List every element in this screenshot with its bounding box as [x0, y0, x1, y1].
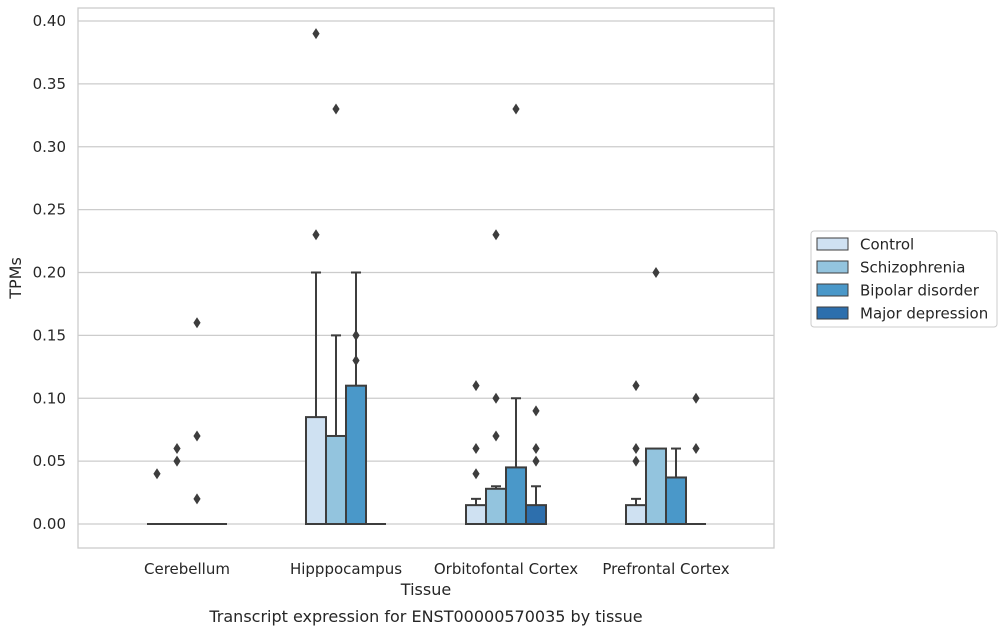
legend-swatch	[816, 237, 849, 251]
box-body	[625, 504, 647, 526]
legend-label: Bipolar disorder	[860, 282, 980, 300]
outlier-point	[472, 443, 480, 455]
legend-frame	[810, 230, 998, 328]
box-control	[305, 271, 327, 525]
y-tick-label: 0.00	[33, 515, 66, 533]
outlier-point	[173, 443, 181, 455]
box-body	[645, 447, 667, 525]
outlier-point	[632, 455, 640, 467]
y-tick-label: 0.10	[33, 389, 66, 407]
outlier-point	[692, 443, 700, 455]
outlier-point	[332, 103, 340, 115]
legend-label: Major depression	[860, 305, 988, 323]
plot-background	[78, 8, 774, 548]
y-tick-label: 0.40	[33, 12, 66, 30]
box-schizophrenia	[485, 485, 507, 526]
x-tick-label: Cerebellum	[144, 560, 230, 578]
boxes	[147, 271, 706, 526]
box-body	[345, 384, 367, 525]
box-major-depression	[525, 485, 547, 526]
plot-frame	[77, 7, 775, 549]
y-axis-label: TPMs	[6, 257, 25, 300]
y-tick-label: 0.25	[33, 201, 66, 219]
outlier-point	[492, 392, 500, 404]
outlier-point	[312, 28, 320, 40]
outlier-point	[153, 468, 161, 480]
box-body	[325, 434, 347, 526]
outlier-point	[193, 430, 201, 442]
box-bipolar-disorder	[505, 397, 527, 526]
legend-swatch	[816, 306, 849, 320]
outlier-point	[632, 443, 640, 455]
y-tick-labels: 0.00 0.05 0.10 0.15 0.20 0.25 0.30 0.35 0.40	[33, 12, 66, 533]
x-tick-label: Orbitofontal Cortex	[434, 560, 578, 578]
outlier-point	[632, 380, 640, 392]
box-body	[505, 466, 527, 526]
outlier-point	[512, 103, 520, 115]
box-body	[465, 504, 487, 526]
box-bipolar-disorder	[345, 271, 367, 525]
outlier-point	[472, 468, 480, 480]
legend-label: Control	[860, 236, 914, 254]
outlier-points	[153, 28, 700, 505]
box-body	[305, 416, 327, 525]
x-axis-label: Tissue	[400, 580, 451, 599]
outlier-point	[312, 229, 320, 241]
outlier-point	[692, 392, 700, 404]
gridlines	[78, 20, 774, 525]
legend: Control Schizophrenia Bipolar disorder Majo…	[810, 230, 998, 328]
y-tick-label: 0.30	[33, 138, 66, 156]
y-tick-label: 0.05	[33, 452, 66, 470]
figure-caption: Transcript expression for ENST0000057003…	[208, 607, 642, 626]
outlier-point	[492, 430, 500, 442]
box-schizophrenia	[325, 334, 347, 526]
box-body	[485, 487, 507, 526]
box-bipolar-disorder	[665, 447, 687, 526]
y-tick-label: 0.35	[33, 75, 66, 93]
x-tick-labels: Cerebellum Hipppocampus Orbitofontal Corte…	[144, 560, 730, 578]
outlier-point	[532, 405, 540, 417]
box-schizophrenia	[645, 447, 667, 525]
box-body	[665, 476, 687, 526]
y-tick-label: 0.15	[33, 326, 66, 344]
outlier-point	[352, 329, 360, 341]
legend-swatch	[816, 260, 849, 274]
outlier-point	[532, 443, 540, 455]
outlier-point	[193, 493, 201, 505]
y-tick-label: 0.20	[33, 264, 66, 282]
outlier-point	[652, 267, 660, 278]
outlier-point	[532, 455, 540, 467]
outlier-point	[352, 355, 360, 367]
legend-swatch	[816, 283, 849, 297]
outlier-point	[193, 317, 201, 329]
outlier-point	[472, 380, 480, 392]
outlier-point	[173, 455, 181, 467]
outlier-point	[492, 229, 500, 241]
box-body	[525, 504, 547, 526]
x-tick-label: Prefrontal Cortex	[602, 560, 729, 578]
x-tick-label: Hipppocampus	[290, 560, 402, 578]
legend-label: Schizophrenia	[860, 259, 965, 277]
